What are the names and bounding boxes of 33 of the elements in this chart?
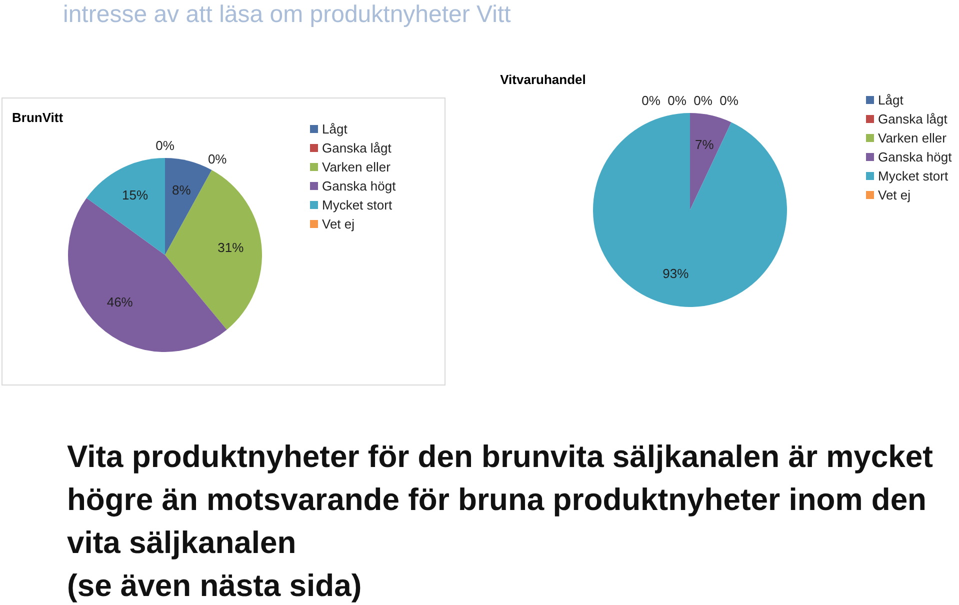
text: 0% — [208, 151, 227, 166]
text: (se även nästa sida) — [67, 568, 362, 603]
legend-label: Lågt — [878, 92, 904, 108]
legend-label: Varken eller — [322, 159, 392, 174]
data-label: 46% — [106, 294, 134, 310]
text: 0% — [694, 92, 712, 108]
text: 0% — [668, 92, 686, 108]
legend-label: Varken eller — [878, 130, 948, 146]
legend-label: Ganska lågt — [322, 140, 392, 156]
legend-label: Ganska högt — [878, 149, 952, 164]
data-label: 31% — [218, 240, 244, 256]
legend-label: Lågt — [322, 121, 348, 136]
legend-label: Vet ej — [878, 187, 911, 202]
text: 0% — [642, 92, 660, 108]
pie-slice — [86, 158, 165, 255]
chart-title: BrunVitt — [12, 110, 64, 125]
pie-slice — [690, 113, 732, 210]
data-label: 8% — [172, 182, 192, 198]
legend-label: Ganska högt — [322, 178, 396, 194]
text: Vita produktnyheter för den brunvita säljkanalen är mycket högre än motsvarande för bruna produktnyheter inom den vita säljkanalen — [67, 439, 933, 560]
text: 0% — [156, 138, 174, 153]
data-label: 7% — [694, 137, 714, 152]
pie-slice — [165, 170, 262, 330]
legend-label: Vet ej — [322, 216, 355, 232]
legend-label: Mycket stort — [878, 168, 948, 184]
data-label: 93% — [662, 266, 690, 281]
chart-title: Vitvaruhandel — [500, 72, 586, 87]
text: 0% — [720, 92, 738, 108]
text: intresse av att läsa om produktnyheter Vitt — [63, 1, 512, 28]
legend-label: Mycket stort — [322, 197, 392, 212]
pie-slice — [593, 113, 787, 307]
legend-label: Ganska lågt — [878, 111, 948, 126]
data-label: 15% — [122, 188, 148, 203]
